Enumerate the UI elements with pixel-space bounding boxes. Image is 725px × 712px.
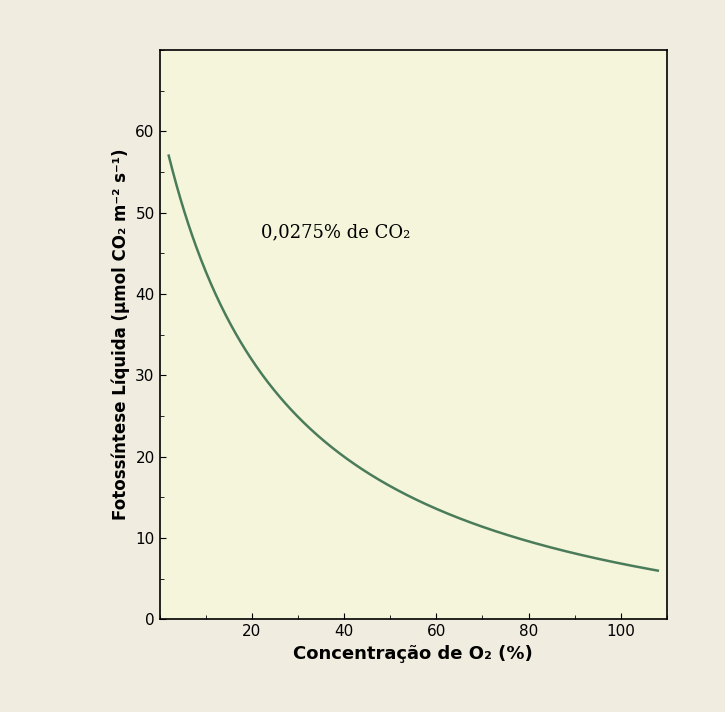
Y-axis label: Fotossíntese Líquida (μmol CO₂ m⁻² s⁻¹): Fotossíntese Líquida (μmol CO₂ m⁻² s⁻¹)	[111, 149, 130, 520]
Text: 0,0275% de CO₂: 0,0275% de CO₂	[261, 223, 410, 241]
X-axis label: Concentração de O₂ (%): Concentração de O₂ (%)	[294, 645, 533, 663]
